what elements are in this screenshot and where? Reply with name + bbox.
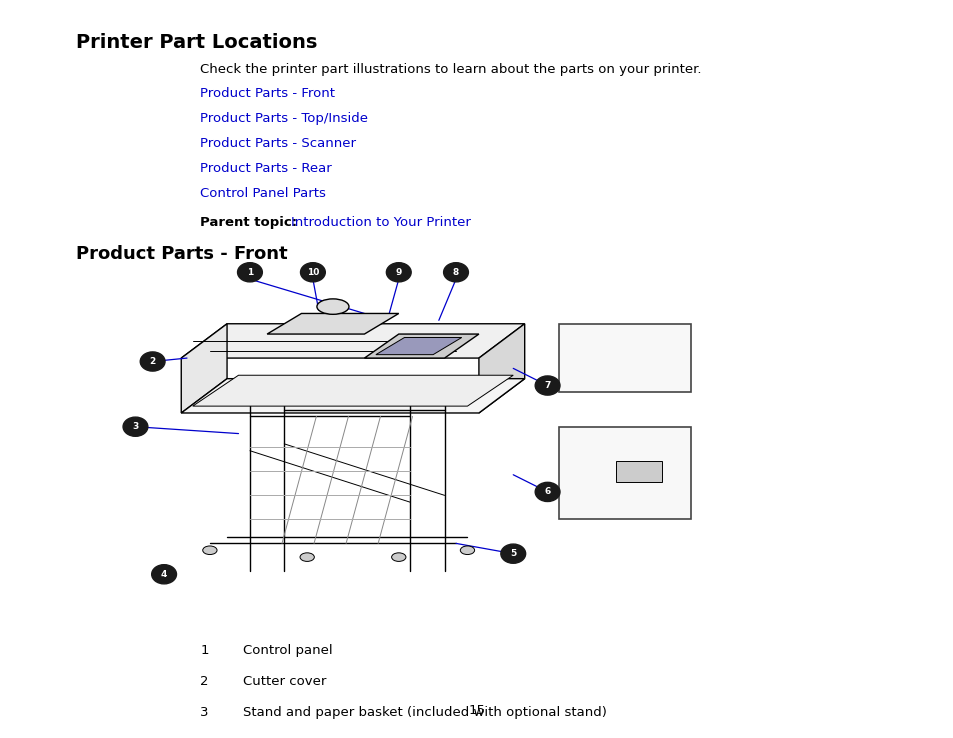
Text: Product Parts - Front: Product Parts - Front xyxy=(76,245,288,263)
Polygon shape xyxy=(193,375,513,406)
Text: Control panel: Control panel xyxy=(243,644,333,657)
Circle shape xyxy=(123,417,148,436)
Polygon shape xyxy=(478,324,524,413)
Text: Product Parts - Top/Inside: Product Parts - Top/Inside xyxy=(200,112,368,125)
Text: 2: 2 xyxy=(150,357,155,366)
Ellipse shape xyxy=(202,546,216,554)
Text: Stand and paper basket (included with optional stand): Stand and paper basket (included with op… xyxy=(243,706,606,719)
Text: 1: 1 xyxy=(247,268,253,277)
Text: 4: 4 xyxy=(161,570,167,579)
Circle shape xyxy=(300,263,325,282)
Text: 7: 7 xyxy=(544,381,550,390)
Circle shape xyxy=(443,263,468,282)
Text: Product Parts - Rear: Product Parts - Rear xyxy=(200,162,332,176)
Ellipse shape xyxy=(391,553,406,562)
Text: Parent topic:: Parent topic: xyxy=(200,216,302,230)
Text: 2: 2 xyxy=(200,675,209,688)
Circle shape xyxy=(535,483,559,502)
Circle shape xyxy=(535,376,559,395)
Text: 10: 10 xyxy=(307,268,318,277)
Polygon shape xyxy=(181,324,227,413)
Circle shape xyxy=(140,352,165,371)
Polygon shape xyxy=(558,324,690,393)
Text: Product Parts - Scanner: Product Parts - Scanner xyxy=(200,137,356,151)
Circle shape xyxy=(237,263,262,282)
Circle shape xyxy=(500,544,525,563)
Text: 3: 3 xyxy=(132,422,138,431)
Ellipse shape xyxy=(299,553,314,562)
Circle shape xyxy=(386,263,411,282)
Circle shape xyxy=(152,565,176,584)
Text: 6: 6 xyxy=(544,487,550,497)
Polygon shape xyxy=(181,379,524,413)
Text: 3: 3 xyxy=(200,706,209,719)
Text: 8: 8 xyxy=(453,268,458,277)
Bar xyxy=(616,461,661,482)
Text: Cutter cover: Cutter cover xyxy=(243,675,326,688)
Polygon shape xyxy=(375,337,461,355)
Text: 15: 15 xyxy=(468,704,485,717)
Ellipse shape xyxy=(316,299,349,314)
Polygon shape xyxy=(181,324,524,358)
Polygon shape xyxy=(267,314,398,334)
Text: Control Panel Parts: Control Panel Parts xyxy=(200,187,326,201)
Polygon shape xyxy=(364,334,478,358)
Polygon shape xyxy=(558,427,690,520)
Text: 1: 1 xyxy=(200,644,209,657)
Text: Product Parts - Front: Product Parts - Front xyxy=(200,87,335,100)
Text: Printer Part Locations: Printer Part Locations xyxy=(76,33,317,52)
Text: 5: 5 xyxy=(510,549,516,558)
Text: Introduction to Your Printer: Introduction to Your Printer xyxy=(291,216,471,230)
Ellipse shape xyxy=(459,546,475,554)
Text: Check the printer part illustrations to learn about the parts on your printer.: Check the printer part illustrations to … xyxy=(200,63,701,76)
Text: 9: 9 xyxy=(395,268,401,277)
